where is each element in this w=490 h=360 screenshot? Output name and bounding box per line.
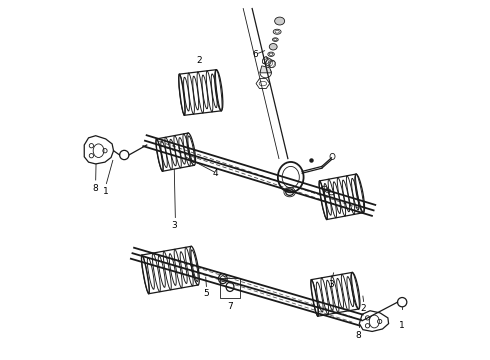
Ellipse shape <box>270 44 277 50</box>
Text: 8: 8 <box>356 331 362 340</box>
Text: 3: 3 <box>172 221 177 230</box>
Text: 7: 7 <box>227 302 233 311</box>
Text: 2: 2 <box>196 56 202 65</box>
Text: 6: 6 <box>253 50 259 59</box>
Ellipse shape <box>275 17 285 25</box>
Text: 1: 1 <box>103 187 109 196</box>
Text: 5: 5 <box>203 289 209 298</box>
Text: 1: 1 <box>399 321 405 330</box>
Bar <box>220 278 240 298</box>
Text: 2: 2 <box>360 304 366 313</box>
Text: 3: 3 <box>329 280 334 289</box>
Text: 4: 4 <box>213 169 219 178</box>
Polygon shape <box>260 66 271 73</box>
Text: 8: 8 <box>92 184 98 193</box>
